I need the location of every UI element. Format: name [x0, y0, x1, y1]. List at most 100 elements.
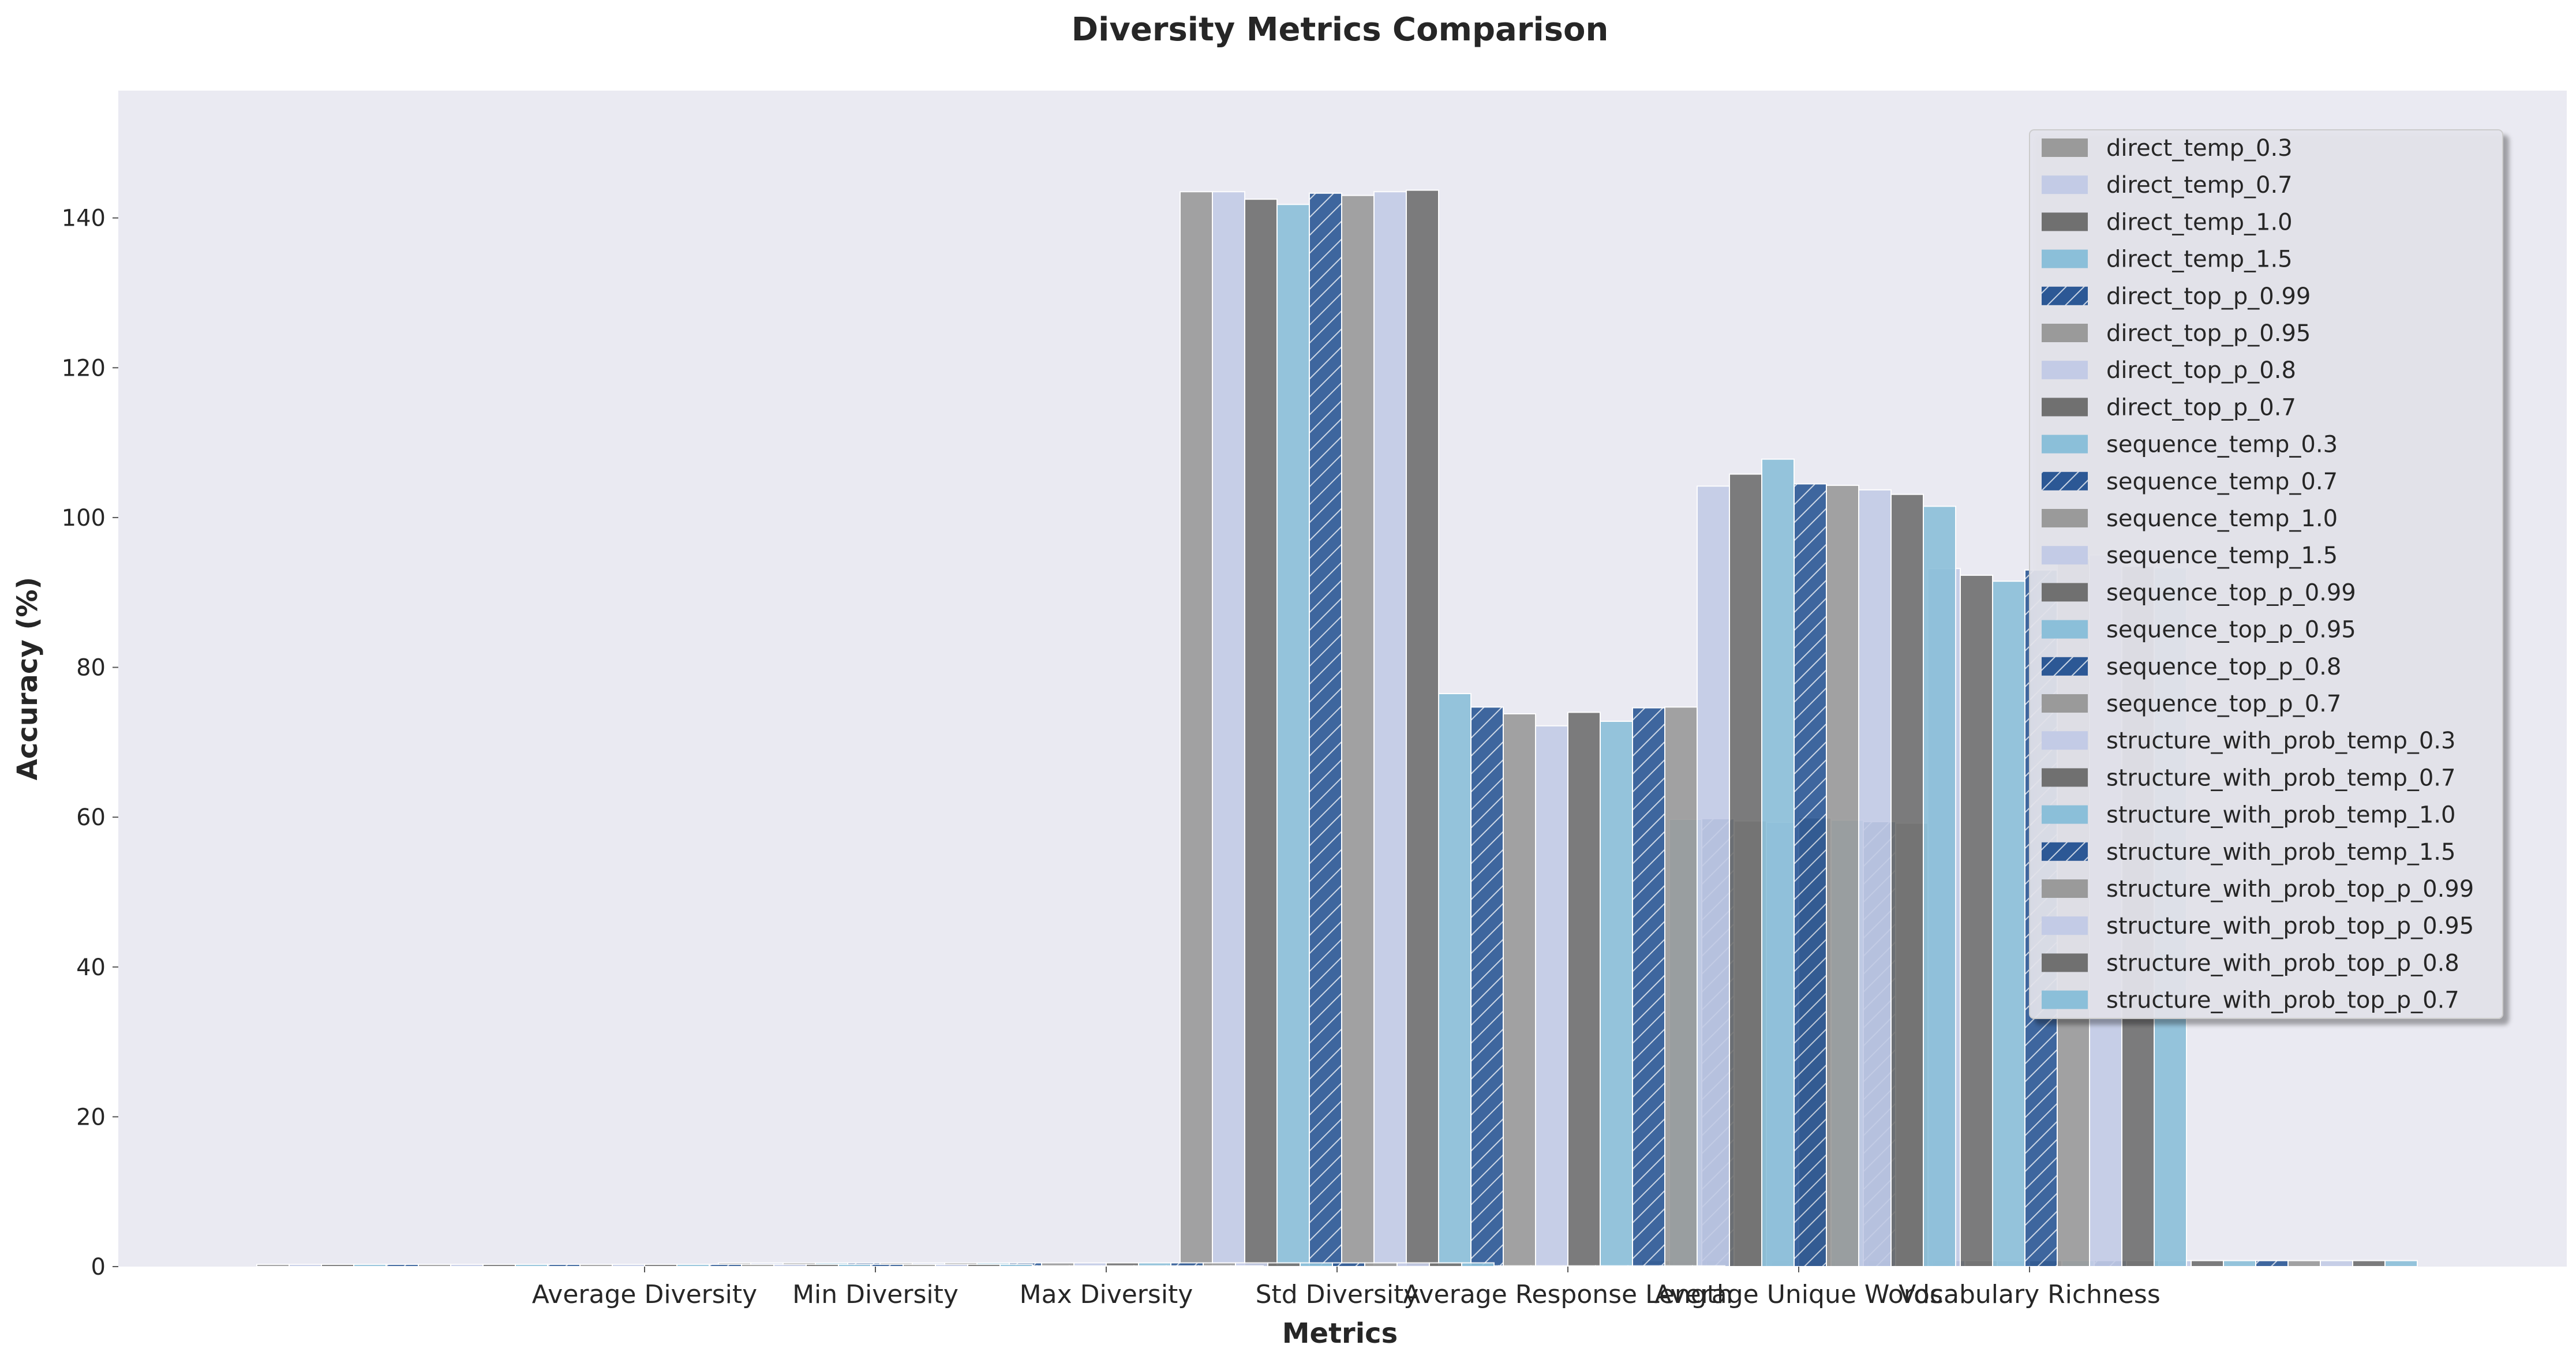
bar-direct_temp_0.7-4	[1212, 191, 1245, 1268]
x-axis: Average Diversity Min Diversity Max Divers…	[532, 1267, 2161, 1309]
y-tick-label-5: 100	[62, 505, 106, 531]
y-tick-label-2: 40	[76, 954, 106, 981]
y-axis: 0 20 40 60 80 100 120 140	[62, 205, 118, 1280]
y-axis-label: Accuracy (%)	[12, 577, 44, 781]
legend-swatch-20	[2042, 879, 2088, 898]
legend-swatch-11	[2042, 546, 2088, 565]
legend-label-5: direct_top_p_0.95	[2106, 320, 2311, 347]
bar-direct_top_p_0.8-0	[450, 1264, 484, 1268]
bar-structure_with_prob_top_p_0.8-3	[1660, 1265, 1693, 1267]
bar-sequence_temp_1.0-0	[579, 1264, 613, 1268]
bar-structure_with_prob_top_p_0.7-3	[1692, 1265, 1725, 1267]
legend-swatch-7	[2042, 398, 2088, 417]
bar-structure_with_prob_top_p_0.95-4	[1858, 489, 1892, 1267]
legend-swatch-5	[2042, 324, 2088, 342]
bar-structure_with_prob_temp_0.7-2	[1267, 1262, 1301, 1267]
bar-sequence_temp_1.0-4	[1503, 713, 1536, 1267]
bar-direct_top_p_0.8-4	[1373, 191, 1407, 1268]
legend-swatch-19	[2042, 842, 2088, 861]
bar-sequence_temp_0.7-0	[547, 1264, 581, 1268]
legend-label-22: structure_with_prob_top_p_0.8	[2106, 950, 2459, 976]
bar-structure_with_prob_temp_0.7-3	[1498, 1265, 1532, 1267]
bar-structure_with_prob_temp_1.0-2	[1300, 1262, 1333, 1267]
y-tick-label-6: 120	[62, 355, 106, 381]
legend-swatch-17	[2042, 768, 2088, 787]
bar-direct_temp_0.3-0	[256, 1264, 290, 1268]
x-tick-label-3: Std Diversity	[1256, 1280, 1419, 1309]
bar-structure_with_prob_top_p_0.8-0	[967, 1264, 1001, 1268]
legend-label-23: structure_with_prob_top_p_0.7	[2106, 987, 2459, 1014]
bar-direct_top_p_0.95-0	[418, 1264, 451, 1268]
bar-structure_with_prob_top_p_0.99-0	[903, 1264, 936, 1268]
bar-structure_with_prob_top_p_0.95-3	[1627, 1265, 1661, 1267]
bar-structure_with_prob_top_p_0.7-1	[1230, 1265, 1264, 1267]
legend-label-19: structure_with_prob_temp_1.5	[2106, 839, 2455, 866]
legend-swatch-10	[2042, 509, 2088, 527]
bar-direct_temp_1.0-0	[321, 1264, 354, 1268]
legend-swatch-22	[2042, 953, 2088, 972]
legend-label-18: structure_with_prob_temp_1.0	[2106, 802, 2455, 829]
bar-structure_with_prob_top_p_0.7-4	[1923, 505, 1956, 1267]
bar-structure_with_prob_temp_1.0-4	[1761, 458, 1795, 1268]
bar-structure_with_prob_top_p_0.8-2	[1429, 1262, 1462, 1267]
legend-swatch-0	[2042, 138, 2088, 157]
legend-label-10: sequence_temp_1.0	[2106, 505, 2338, 532]
legend: direct_temp_0.3 direct_temp_0.7 direct_tem…	[2029, 129, 2503, 1019]
bar-structure_with_prob_temp_0.7-5	[1960, 574, 1993, 1267]
bar-structure_with_prob_temp_1.0-6	[2223, 1260, 2256, 1268]
legend-label-13: sequence_top_p_0.95	[2106, 617, 2356, 643]
bar-sequence_top_p_0.8-4	[1632, 707, 1665, 1267]
bar-structure_with_prob_temp_1.0-5	[1992, 580, 2025, 1268]
legend-frame	[2029, 129, 2503, 1019]
bar-structure_with_prob_top_p_0.7-6	[2384, 1260, 2418, 1268]
bar-structure_with_prob_temp_1.0-1	[1069, 1265, 1102, 1267]
bar-structure_with_prob_top_p_0.95-1	[1166, 1265, 1199, 1267]
x-tick-label-4: Average Response Length	[1403, 1280, 1733, 1309]
legend-swatch-18	[2042, 805, 2088, 824]
x-tick-label-5: Average Unique Words	[1654, 1280, 1943, 1309]
bar-structure_with_prob_temp_1.5-2	[1332, 1262, 1365, 1267]
legend-label-4: direct_top_p_0.99	[2106, 283, 2311, 310]
legend-swatch-3	[2042, 249, 2088, 268]
bar-structure_with_prob_temp_1.5-4	[1794, 483, 1827, 1267]
y-tick-label-0: 0	[91, 1254, 106, 1280]
legend-label-15: sequence_top_p_0.7	[2106, 691, 2341, 717]
bar-structure_with_prob_top_p_0.99-2	[1364, 1262, 1398, 1267]
bar-direct_temp_0.7-0	[289, 1264, 322, 1268]
legend-swatch-8	[2042, 435, 2088, 454]
legend-label-8: sequence_temp_0.3	[2106, 432, 2338, 458]
legend-swatch-6	[2042, 361, 2088, 380]
legend-swatch-2	[2042, 212, 2088, 231]
bar-direct_top_p_0.99-0	[385, 1264, 419, 1268]
legend-label-12: sequence_top_p_0.99	[2106, 579, 2356, 606]
x-tick-label-0: Average Diversity	[532, 1280, 757, 1309]
bar-structure_with_prob_top_p_0.8-6	[2352, 1260, 2386, 1268]
bar-structure_with_prob_top_p_0.95-6	[2320, 1260, 2353, 1268]
legend-label-9: sequence_temp_0.7	[2106, 469, 2338, 495]
legend-label-0: direct_temp_0.3	[2106, 135, 2293, 162]
legend-swatch-9	[2042, 471, 2088, 490]
bar-sequence_top_p_0.99-4	[1567, 711, 1601, 1267]
legend-swatch-21	[2042, 916, 2088, 935]
bar-structure_with_prob_top_p_0.95-2	[1396, 1262, 1430, 1267]
bar-sequence_top_p_0.95-0	[676, 1264, 710, 1268]
legend-swatch-15	[2042, 694, 2088, 713]
legend-swatch-16	[2042, 731, 2088, 750]
legend-label-1: direct_temp_0.7	[2106, 172, 2293, 199]
bar-structure_with_prob_top_p_0.99-1	[1133, 1265, 1167, 1267]
bar-structure_with_prob_top_p_0.99-3	[1595, 1265, 1628, 1267]
bar-structure_with_prob_top_p_0.7-0	[999, 1264, 1033, 1268]
bar-direct_temp_1.5-0	[353, 1264, 387, 1268]
x-tick-label-2: Max Diversity	[1020, 1280, 1193, 1309]
legend-swatch-12	[2042, 583, 2088, 602]
bar-structure_with_prob_top_p_0.8-1	[1198, 1265, 1231, 1267]
legend-label-2: direct_temp_1.0	[2106, 209, 2293, 235]
bar-structure_with_prob_temp_1.5-3	[1563, 1265, 1596, 1267]
bar-sequence_temp_1.5-4	[1535, 725, 1568, 1268]
x-tick-label-6: Vocabulary Richness	[1899, 1280, 2161, 1309]
bar-structure_with_prob_temp_0.7-0	[806, 1264, 839, 1268]
bars-group	[256, 189, 2418, 1268]
bar-direct_top_p_0.7-0	[482, 1264, 516, 1268]
bar-structure_with_prob_temp_0.7-6	[2191, 1260, 2224, 1268]
